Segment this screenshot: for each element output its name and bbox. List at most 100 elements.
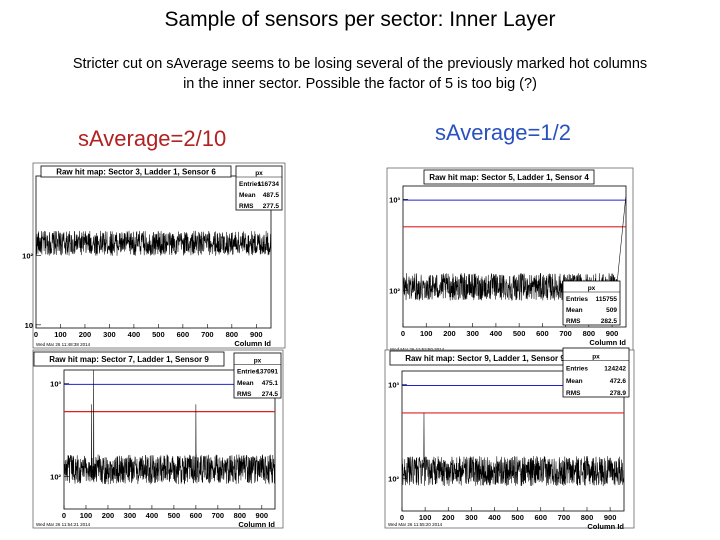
x-tick-label: 800	[583, 329, 596, 338]
x-tick-label: 900	[250, 330, 263, 339]
plot-timestamp: Wed Mar 26 11:55:20 2014	[388, 522, 443, 527]
hit-count-trace	[35, 230, 272, 256]
stats-value: 115755	[596, 296, 618, 303]
plot-area	[402, 185, 627, 328]
y-tick-label: 10³	[50, 380, 61, 389]
stats-label: RMS	[237, 391, 252, 398]
stats-value: 137091	[256, 369, 278, 376]
x-tick-label: 400	[146, 511, 159, 520]
y-tick-label: 10³	[388, 381, 399, 390]
stats-value: 277.5	[263, 203, 280, 210]
x-tick-label: 100	[54, 330, 67, 339]
y-tick-label: 10³	[389, 195, 400, 204]
stats-label: Mean	[239, 192, 256, 199]
x-tick-label: 400	[488, 513, 501, 522]
stats-label: RMS	[239, 203, 254, 210]
plot-title: Raw hit map: Sector 9, Ladder 1, Sensor …	[405, 354, 565, 363]
x-tick-label: 100	[80, 511, 93, 520]
x-axis-label: Column Id	[587, 522, 624, 531]
stats-label: Mean	[237, 380, 254, 387]
x-axis-label: Column Id	[234, 339, 271, 348]
x-tick-label: 200	[79, 330, 92, 339]
stats-label: RMS	[566, 318, 581, 325]
x-tick-label: 300	[465, 513, 478, 522]
stats-value: 282.5	[601, 318, 618, 325]
stats-label: Entries	[237, 369, 259, 376]
x-tick-label: 300	[103, 330, 116, 339]
x-tick-label: 600	[190, 511, 203, 520]
plot-title: Raw hit map: Sector 7, Ladder 1, Sensor …	[49, 355, 209, 364]
plot-timestamp: Wed Mar 26 11:52:50 2014	[390, 347, 445, 352]
x-tick-label: 500	[152, 330, 165, 339]
stats-value: 124242	[604, 366, 626, 373]
x-tick-label: 800	[581, 513, 594, 522]
x-tick-label: 400	[128, 330, 141, 339]
plot-timestamp: Wed Mar 26 11:54:21 2014	[36, 522, 91, 527]
stats-label: Mean	[566, 307, 583, 314]
stats-name: px	[255, 170, 263, 177]
y-tick-label: 10²	[22, 251, 33, 260]
stats-value: 274.5	[262, 391, 279, 398]
stats-value: 509	[606, 307, 617, 314]
stats-box	[562, 347, 630, 398]
stats-label: Entries	[566, 296, 588, 303]
x-tick-label: 400	[490, 329, 503, 338]
hit-count-trace	[401, 412, 625, 487]
x-tick-label: 200	[442, 513, 455, 522]
x-tick-label: 100	[420, 329, 433, 338]
plot-area	[401, 370, 625, 512]
x-tick-label: 600	[536, 329, 549, 338]
hit-count-trace	[63, 369, 276, 485]
plot-title: Raw hit map: Sector 3, Ladder 1, Sensor …	[56, 168, 216, 177]
x-tick-label: 100	[419, 513, 432, 522]
x-axis-label: Column Id	[589, 338, 626, 347]
stats-box	[233, 352, 282, 399]
stats-value: 278.9	[610, 390, 627, 397]
x-tick-label: 900	[256, 511, 269, 520]
label-right-column: sAverage=1/2	[435, 120, 571, 145]
x-tick-label: 0	[400, 513, 404, 522]
stats-label: Entries	[239, 181, 261, 188]
stats-box	[562, 280, 621, 326]
x-tick-label: 700	[212, 511, 225, 520]
stats-box	[235, 165, 283, 211]
x-tick-label: 300	[466, 329, 479, 338]
x-tick-label: 900	[604, 513, 617, 522]
x-tick-label: 200	[102, 511, 115, 520]
x-tick-label: 0	[401, 329, 405, 338]
x-tick-label: 200	[443, 329, 456, 338]
x-tick-label: 0	[62, 511, 66, 520]
stats-value: 487.5	[263, 192, 280, 199]
y-tick-label: 10²	[388, 474, 399, 483]
x-tick-label: 800	[226, 330, 239, 339]
stats-label: Entries	[566, 366, 588, 373]
x-tick-label: 700	[201, 330, 214, 339]
x-tick-label: 600	[177, 330, 190, 339]
plot-title-box	[40, 165, 232, 178]
plot-area	[63, 369, 276, 510]
x-tick-label: 700	[558, 513, 571, 522]
stats-label: Mean	[566, 378, 583, 385]
x-tick-label: 0	[34, 330, 38, 339]
slide-title: Sample of sensors per sector: Inner Laye…	[164, 8, 556, 31]
slide-subtitle: Stricter cut on sAverage seems to be los…	[0, 54, 720, 94]
x-tick-label: 500	[168, 511, 181, 520]
x-tick-label: 900	[606, 329, 619, 338]
label-left-column: sAverage=2/10	[78, 126, 227, 151]
plot-title-box	[423, 169, 595, 185]
y-tick-label: 10²	[389, 287, 400, 296]
subtitle-line-2: in the inner sector. Possible the factor…	[183, 76, 537, 92]
stats-name: px	[592, 353, 600, 360]
y-tick-label: 10²	[50, 473, 61, 482]
plot-timestamp: Wed Mar 26 11:48:38 2014	[36, 342, 91, 347]
x-tick-label: 600	[534, 513, 547, 522]
x-tick-label: 500	[511, 513, 524, 522]
stats-value: 116734	[258, 181, 280, 188]
x-tick-label: 300	[124, 511, 137, 520]
plot-title: Raw hit map: Sector 5, Ladder 1, Sensor …	[429, 173, 589, 182]
stats-name: px	[588, 285, 596, 292]
